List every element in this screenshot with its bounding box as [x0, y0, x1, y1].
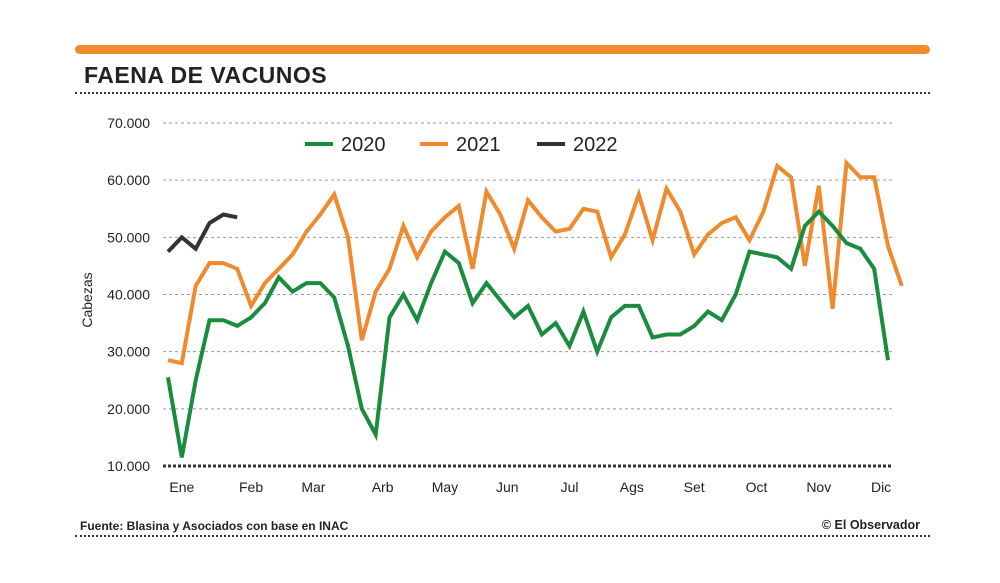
legend-label-2020: 2020 [341, 134, 386, 156]
x-tick-label: Jul [561, 479, 579, 495]
x-tick-label: Feb [239, 479, 263, 495]
chart-title: FAENA DE VACUNOS [84, 62, 328, 88]
series-line-2020 [166, 208, 890, 458]
x-tick-labels: Ene Feb Mar Arb May Jun Jul Ags Set Oct Nov Dic [169, 479, 891, 495]
y-tick-label: 50.000 [107, 229, 150, 245]
series-line-2022 [166, 212, 238, 253]
y-tick-label: 40.000 [107, 287, 150, 303]
x-tick-label: Set [684, 479, 705, 495]
series-line-2021 [167, 158, 904, 366]
source-note: Fuente: Blasina y Asociados con base en … [80, 519, 349, 533]
x-tick-label: Ene [169, 479, 194, 495]
x-tick-label: Nov [806, 479, 831, 495]
footer-divider [75, 535, 930, 537]
x-tick-label: Dic [871, 479, 891, 495]
y-axis-label: Cabezas [79, 272, 95, 327]
title-divider [75, 92, 930, 94]
y-tick-labels: 10.000 20.000 30.000 40.000 50.000 60.000 70.0… [107, 115, 150, 474]
y-tick-label: 30.000 [107, 344, 150, 360]
data-series [166, 158, 904, 458]
top-accent-bar [75, 45, 930, 54]
y-tick-label: 70.000 [107, 115, 150, 131]
y-tick-label: 60.000 [107, 172, 150, 188]
x-tick-label: Jun [496, 479, 519, 495]
x-tick-label: Ags [620, 479, 644, 495]
credit-note: © El Observador [821, 518, 920, 532]
x-tick-label: Arb [372, 479, 394, 495]
legend: 2020 2021 2022 [305, 134, 618, 156]
x-tick-label: May [432, 479, 458, 495]
legend-label-2022: 2022 [573, 134, 618, 156]
y-tick-label: 10.000 [107, 458, 150, 474]
x-tick-label: Mar [301, 479, 325, 495]
legend-label-2021: 2021 [456, 134, 501, 156]
x-tick-label: Oct [746, 479, 768, 495]
grid-lines [163, 122, 893, 468]
y-tick-label: 20.000 [107, 401, 150, 417]
